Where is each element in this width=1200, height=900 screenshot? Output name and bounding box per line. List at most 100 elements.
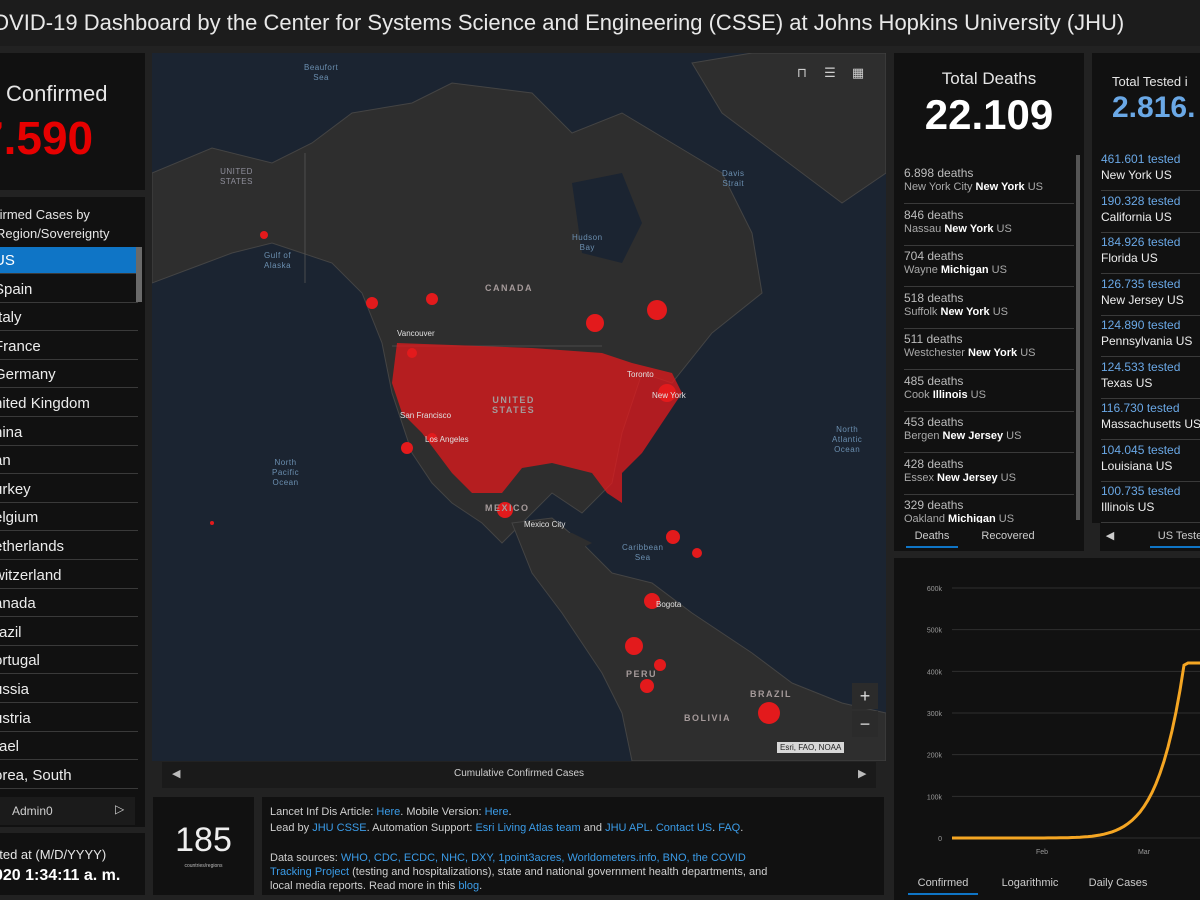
country-list-item[interactable]: France [0,333,138,360]
country-list-item[interactable]: witzerland [0,562,138,589]
tested-location: Massachusetts US [1101,417,1200,431]
tested-location: Illinois US [1101,500,1155,514]
country-list-item[interactable]: ortugal [0,647,138,675]
chart-x-tick: Feb [1036,849,1048,856]
zoom-out-button[interactable]: − [852,711,878,737]
mobile-link[interactable]: Here [484,806,509,818]
deaths-location: Cook Illinois US [904,388,986,401]
confirmed-curve [952,661,1200,840]
tested-list-item[interactable]: 100.735 tested Illinois US [1101,482,1200,523]
covid-tracking-link[interactable]: Tracking Project [270,866,350,878]
country-list-item-label: ortugal [0,652,40,670]
deaths-count: 453 deaths [904,415,964,429]
data-sources-links[interactable]: WHO, CDC, ECDC, NHC, DXY, 1point3acres, … [340,852,746,864]
deaths-list-item[interactable]: 704 deaths Wayne Michigan US [904,246,1074,287]
chart-y-tick: 200k [927,753,943,760]
country-list-scrollbar[interactable] [136,247,142,302]
deaths-list-item[interactable]: 485 deaths Cook Illinois US [904,371,1074,412]
map-label-san-francisco: San Francisco [400,411,452,420]
admin-selector[interactable]: Admin0 ▷ [0,797,135,825]
country-list-item[interactable]: etherlands [0,533,138,560]
country-list-item[interactable]: rael [0,733,138,761]
map-label-mexico-city: Mexico City [524,520,566,529]
tab-us-tested[interactable]: US Teste [1150,526,1200,548]
tested-count: 124.533 tested [1101,359,1181,374]
tab-daily-cases-chart[interactable]: Daily Cases [1088,877,1148,889]
map-label-gulf-of-alaska: Gulf of Alaska [264,251,292,270]
tested-list-item[interactable]: 116.730 tested Massachusetts US [1101,399,1200,440]
tab-recovered[interactable]: Recovered [981,530,1035,542]
info-line-1: Lancet Inf Dis Article: Here. Mobile Ver… [270,806,512,818]
tested-list-item[interactable]: 190.328 tested California US [1101,192,1200,233]
country-list-item[interactable]: US [0,247,138,274]
map-layer-switcher: ◀ Cumulative Confirmed Cases ▶ [162,762,876,788]
deaths-list-item[interactable]: 511 deaths Westchester New York US [904,329,1074,370]
tested-list-item[interactable]: 124.890 tested Pennsylvania US [1101,316,1200,357]
countries-count-label: countries/regions [184,863,223,869]
country-list-item[interactable]: ussia [0,676,138,703]
country-list-item[interactable]: nited Kingdom [0,390,138,417]
tested-list-item[interactable]: 184.926 tested Florida US [1101,233,1200,274]
deaths-tabs: Deaths Recovered [894,523,1084,551]
faq-link[interactable]: FAQ [718,822,741,834]
tested-list-item[interactable]: 104.045 tested Louisiana US [1101,441,1200,482]
bookmark-icon[interactable]: ⊓ [796,65,808,80]
country-list-item-label: elgium [0,509,39,527]
country-list-item[interactable]: anada [0,590,138,618]
deaths-location: Nassau New York US [904,222,1012,235]
country-list-item[interactable]: Italy [0,304,138,332]
map-label-brazil: BRAZIL [750,689,792,699]
deaths-list-item[interactable]: 846 deaths Nassau New York US [904,205,1074,246]
deaths-location: Wayne Michigan US [904,264,1007,276]
deaths-count: 518 deaths [904,290,964,305]
admin-next-arrow-icon[interactable]: ▷ [115,802,125,816]
jhu-apl-link[interactable]: JHU APL [605,822,650,834]
country-list-item[interactable]: hina [0,419,138,446]
country-list-item-label: rael [0,738,20,756]
tested-location: Texas US [1101,375,1153,390]
tested-location: Pennsylvania US [1101,334,1193,348]
map-view[interactable]: Beaufort Sea UNITED STATES Davis Strait Hud… [152,53,886,761]
legend-list-icon[interactable]: ☰ [824,65,836,80]
tab-deaths[interactable]: Deaths [906,526,958,548]
countries-count-panel: 185 countries/regions [153,797,254,895]
tab-logarithmic-chart[interactable]: Logarithmic [1001,877,1059,889]
country-list-item[interactable]: urkey [0,476,138,503]
lancet-link[interactable]: Here [376,806,401,818]
deaths-list-item[interactable]: 329 deaths Oakland Michigan US [904,495,1074,523]
previous-layer-icon[interactable]: ◀ [172,768,181,780]
deaths-list-item[interactable]: 518 deaths Suffolk New York US [904,288,1074,329]
map-label-los-angeles: Los Angeles [425,435,469,444]
tab-confirmed-chart[interactable]: Confirmed [908,873,978,895]
deaths-list-scrollbar[interactable] [1076,155,1080,520]
country-list-header-line2: Region/Sovereignty [0,226,110,241]
jhu-csse-link[interactable]: JHU CSSE [312,822,367,834]
tested-list-item[interactable]: 126.735 tested New Jersey US [1101,275,1200,316]
map-label-us-main: UNITED STATES [492,395,536,415]
zoom-in-button[interactable]: + [852,683,878,709]
country-list-item[interactable]: an [0,447,138,475]
country-list-item[interactable]: elgium [0,504,138,532]
tested-count: 190.328 tested [1101,193,1181,208]
tested-count: 461.601 tested [1101,152,1181,166]
tested-list-item[interactable]: 461.601 tested New York US [1101,150,1200,191]
deaths-list-item[interactable]: 453 deaths Bergen New Jersey US [904,412,1074,453]
map-label-beaufort: Beaufort Sea [304,63,339,82]
deaths-location: Oakland Michigan US [904,513,1015,523]
country-list-item[interactable]: razil [0,619,138,646]
tested-list-item[interactable]: 124.533 tested Texas US [1101,358,1200,399]
blog-link[interactable]: blog [458,880,480,892]
country-list-item[interactable]: Germany [0,361,138,389]
basemap-gallery-icon[interactable]: ▦ [851,65,865,80]
deaths-list-item[interactable]: 428 deaths Essex New Jersey US [904,454,1074,495]
country-list-item[interactable]: ustria [0,705,138,732]
tested-prev-icon[interactable]: ◀ [1105,530,1115,542]
esri-link[interactable]: Esri Living Atlas team [475,822,581,834]
next-layer-icon[interactable]: ▶ [858,768,867,780]
contact-link[interactable]: Contact US [655,822,713,834]
chart-y-tick: 500k [927,628,943,635]
deaths-list-item[interactable]: 6.898 deaths New York City New York US [904,163,1074,204]
country-list-item[interactable]: orea, South [0,762,138,789]
